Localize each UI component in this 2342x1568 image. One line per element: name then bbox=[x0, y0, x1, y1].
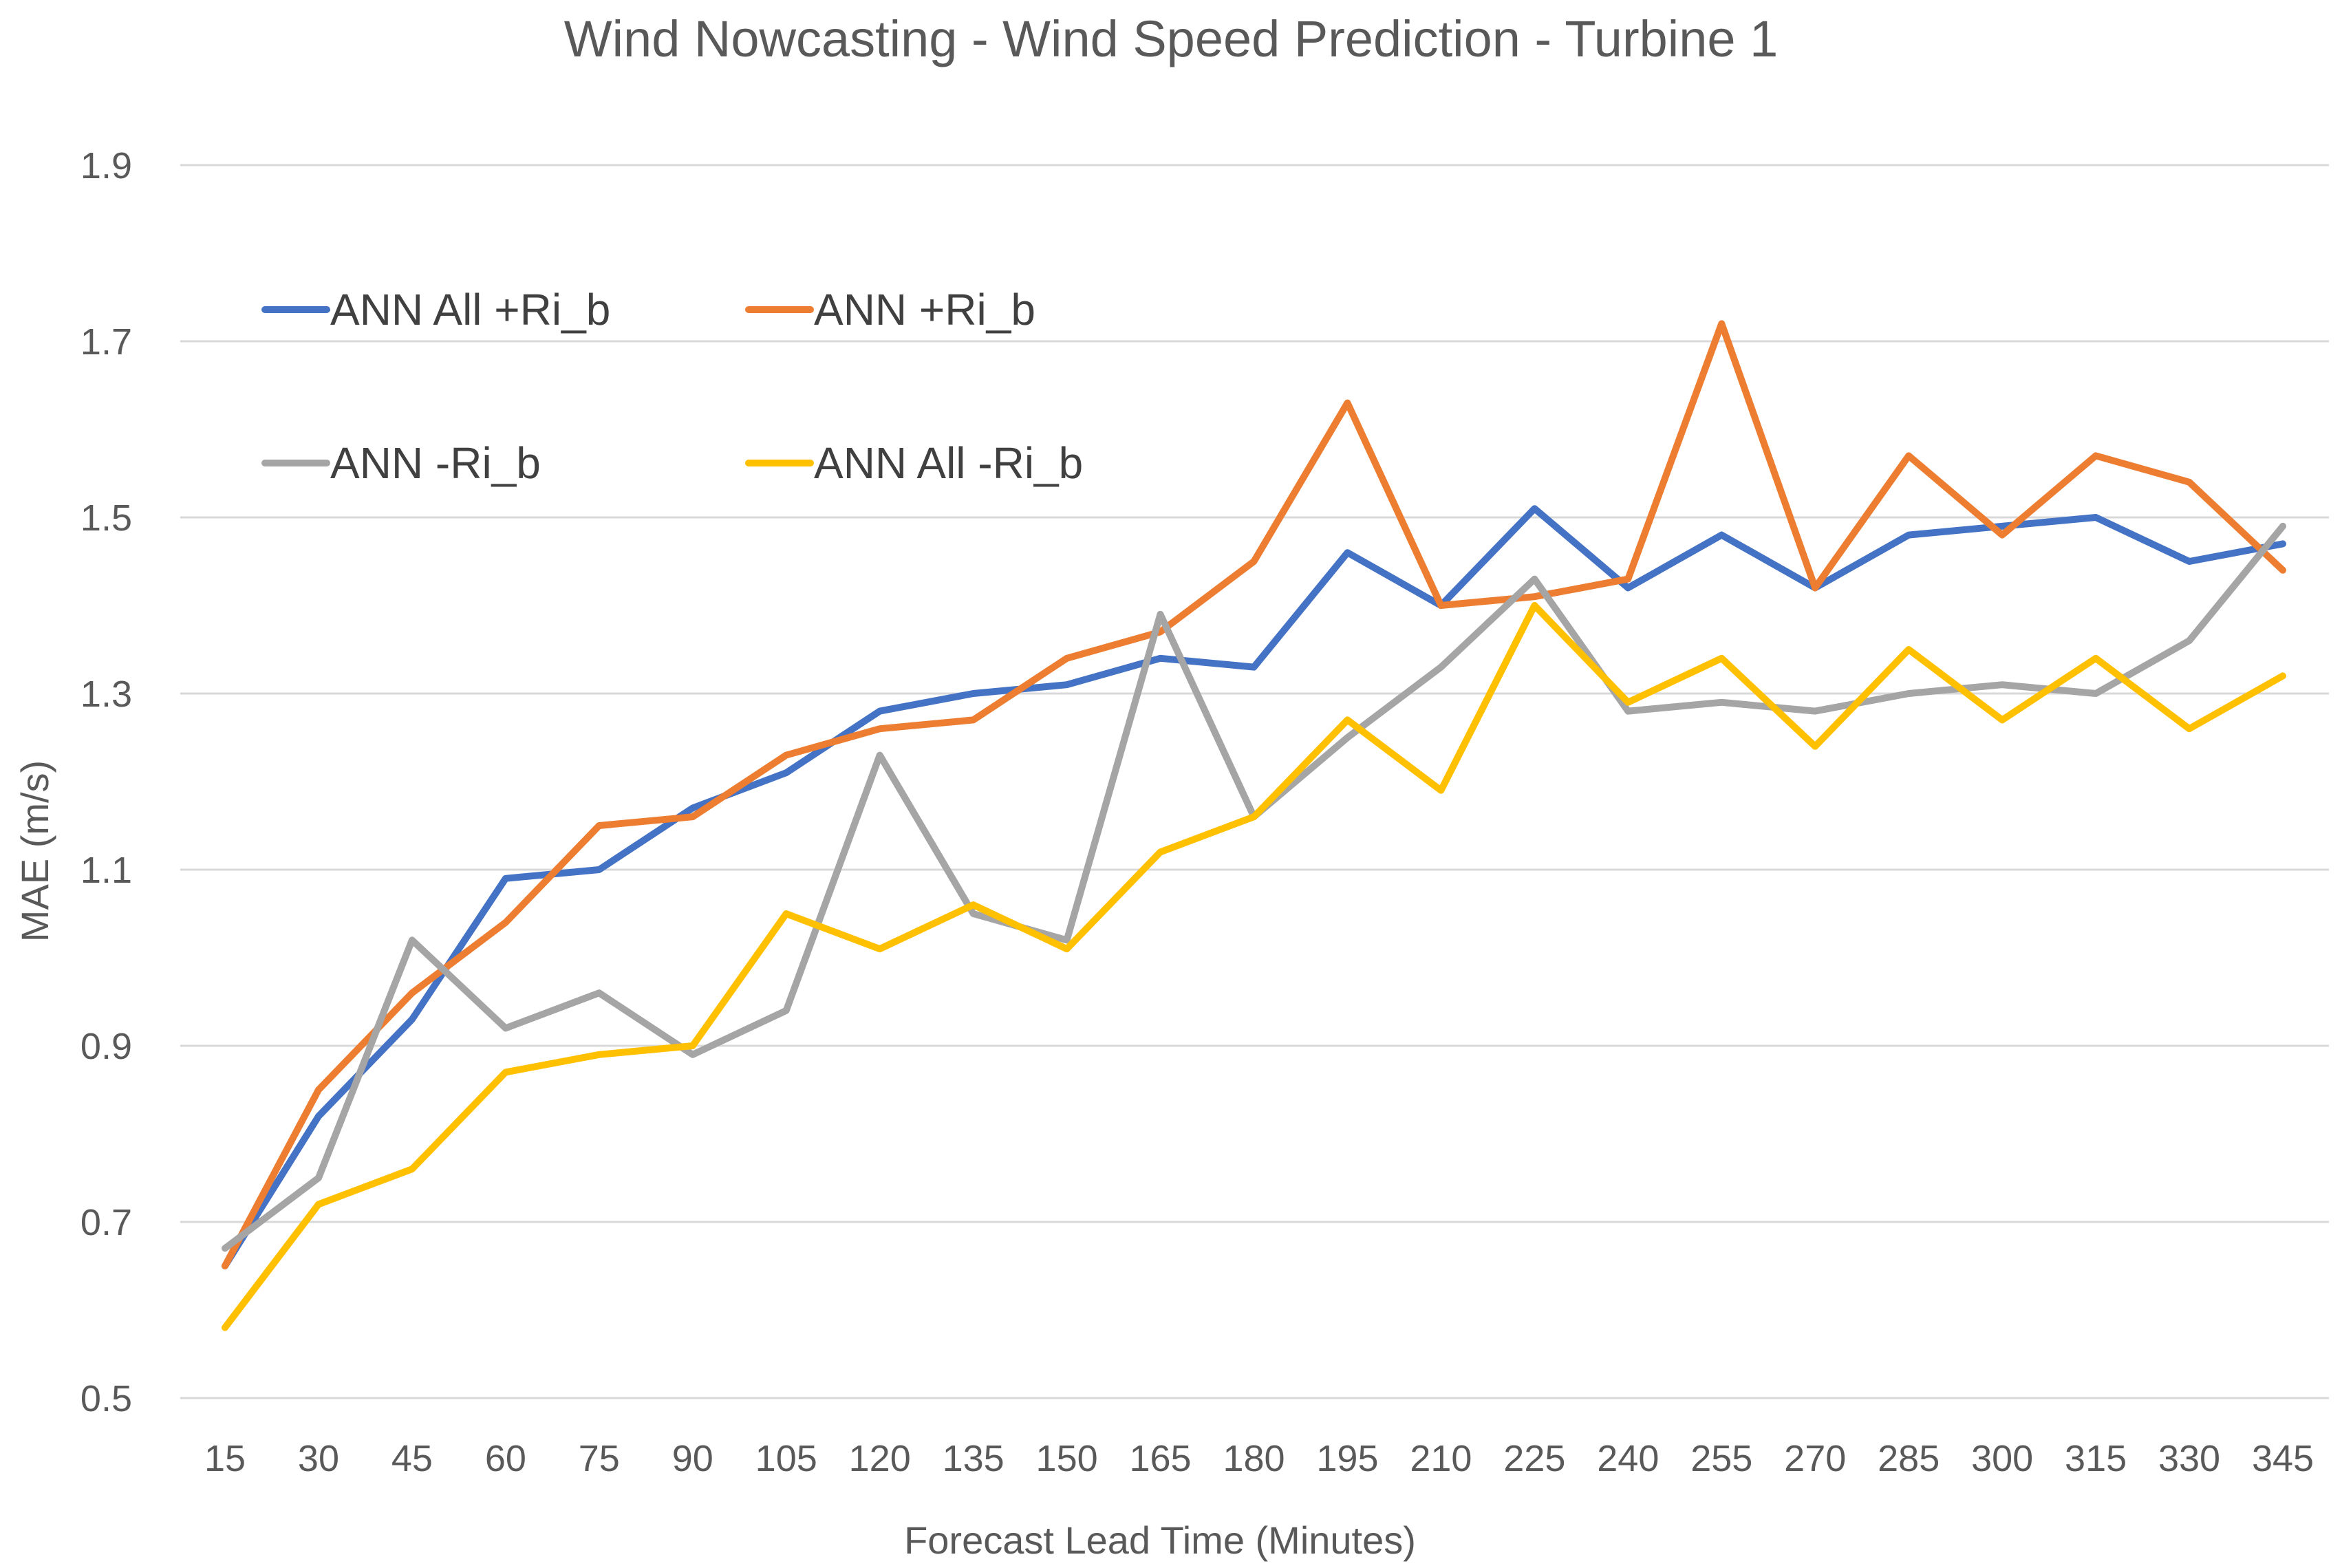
legend-label: ANN All -Ri_b bbox=[814, 438, 1083, 488]
series-line-3 bbox=[222, 602, 2286, 1331]
legend-label: ANN All +Ri_b bbox=[330, 285, 610, 334]
x-tick-label: 345 bbox=[2252, 1438, 2314, 1479]
x-axis-ticks: 15 30 45 60 75 90 105 120 135 150 165 180 195 210 225 2… bbox=[204, 1438, 2314, 1479]
y-tick-label: 0.9 bbox=[80, 1026, 132, 1067]
y-tick-label: 0.7 bbox=[80, 1202, 132, 1243]
x-tick-label: 30 bbox=[298, 1438, 339, 1479]
x-tick-label: 300 bbox=[1971, 1438, 2033, 1479]
y-tick-label: 1.7 bbox=[80, 321, 132, 363]
x-tick-label: 75 bbox=[579, 1438, 620, 1479]
y-tick-label: 1.3 bbox=[80, 674, 132, 715]
y-tick-label: 1.5 bbox=[80, 497, 132, 539]
series-line-1 bbox=[222, 320, 2286, 1269]
x-tick-label: 105 bbox=[755, 1438, 817, 1479]
x-tick-label: 120 bbox=[849, 1438, 911, 1479]
legend-label: ANN -Ri_b bbox=[330, 438, 541, 488]
legend-label: ANN +Ri_b bbox=[814, 285, 1035, 334]
chart-title: Wind Nowcasting - Wind Speed Prediction … bbox=[564, 10, 1778, 67]
y-tick-label: 0.5 bbox=[80, 1378, 132, 1419]
x-tick-label: 135 bbox=[943, 1438, 1005, 1479]
series-line-0 bbox=[222, 505, 2286, 1269]
x-tick-label: 45 bbox=[391, 1438, 433, 1479]
y-axis-ticks: 0.5 0.7 0.9 1.1 1.3 1.5 1.7 1.9 bbox=[80, 145, 132, 1419]
x-tick-label: 90 bbox=[672, 1438, 713, 1479]
x-tick-label: 150 bbox=[1036, 1438, 1098, 1479]
x-tick-label: 225 bbox=[1503, 1438, 1565, 1479]
x-tick-label: 240 bbox=[1597, 1438, 1659, 1479]
y-tick-label: 1.9 bbox=[80, 145, 132, 186]
gridlines bbox=[180, 164, 2329, 1399]
x-tick-label: 285 bbox=[1878, 1438, 1940, 1479]
x-tick-label: 180 bbox=[1223, 1438, 1285, 1479]
series-lines bbox=[222, 320, 2286, 1331]
x-axis-title: Forecast Lead Time (Minutes) bbox=[904, 1518, 1416, 1562]
y-tick-label: 1.1 bbox=[80, 850, 132, 891]
x-tick-label: 195 bbox=[1316, 1438, 1378, 1479]
x-tick-label: 255 bbox=[1690, 1438, 1752, 1479]
x-tick-label: 165 bbox=[1129, 1438, 1191, 1479]
x-tick-label: 210 bbox=[1410, 1438, 1472, 1479]
series-line-2 bbox=[222, 522, 2286, 1252]
x-tick-label: 315 bbox=[2065, 1438, 2127, 1479]
x-tick-label: 15 bbox=[204, 1438, 246, 1479]
legend: ANN All +Ri_b ANN +Ri_b ANN -Ri_b ANN All -… bbox=[261, 285, 1083, 488]
y-axis-title: MAE (m/s) bbox=[13, 760, 56, 942]
x-tick-label: 330 bbox=[2158, 1438, 2220, 1479]
x-tick-label: 60 bbox=[485, 1438, 526, 1479]
x-tick-label: 270 bbox=[1784, 1438, 1846, 1479]
